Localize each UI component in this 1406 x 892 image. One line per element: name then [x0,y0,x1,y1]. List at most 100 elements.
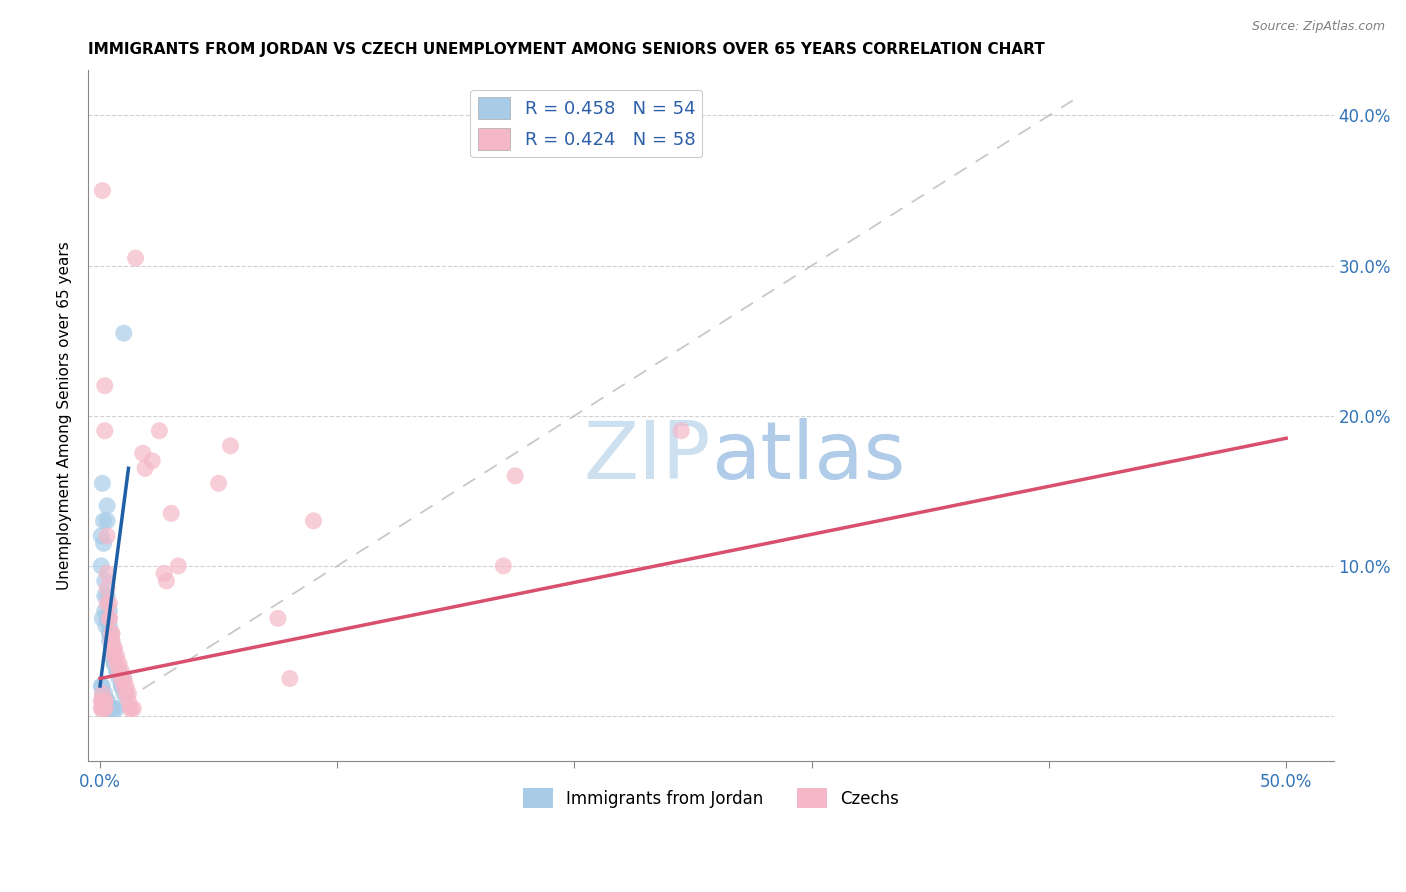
Point [90,701,112,715]
Point [132,446,155,460]
Point [101,701,124,715]
Point [94,424,117,438]
Point [98,701,121,715]
Point [94,619,117,633]
Point [110,679,132,693]
Point [101,641,124,656]
Point [101,626,124,640]
Point [103,648,125,663]
Point [105,648,128,663]
Point [91,184,114,198]
Point [141,454,163,468]
Point [207,476,229,491]
Point [101,634,124,648]
Point [91,694,114,708]
Point [120,701,142,715]
Point [115,686,138,700]
Point [91,701,114,715]
Point [101,626,124,640]
Point [96,611,118,625]
Point [101,648,124,663]
Point [96,582,118,596]
Point [90,558,112,573]
Point [96,499,118,513]
Point [91,611,114,625]
Point [98,619,121,633]
Legend: Immigrants from Jordan, Czechs: Immigrants from Jordan, Czechs [516,781,905,815]
Point [96,694,118,708]
Point [302,514,325,528]
Point [122,701,145,715]
Point [134,461,156,475]
Point [94,694,117,708]
Point [219,439,242,453]
Point [96,514,118,528]
Point [96,589,118,603]
Point [108,664,131,678]
Point [94,694,117,708]
Point [91,701,114,715]
Point [96,701,118,715]
Point [103,641,125,656]
Point [98,611,121,625]
Point [124,251,146,265]
Point [101,634,124,648]
Point [94,589,117,603]
Point [93,514,115,528]
Point [98,611,121,625]
Point [91,686,114,700]
Point [110,679,132,693]
Point [110,664,132,678]
Y-axis label: Unemployment Among Seniors over 65 years: Unemployment Among Seniors over 65 years [58,242,72,591]
Point [112,679,135,693]
Point [155,574,177,588]
Point [267,611,290,625]
Point [98,596,121,610]
Point [105,664,128,678]
Point [98,604,121,618]
Point [103,641,125,656]
Point [108,657,131,671]
Point [98,626,121,640]
Point [112,672,135,686]
Point [103,701,125,715]
Point [108,672,131,686]
Point [105,701,128,715]
Point [101,634,124,648]
Point [112,686,135,700]
Point [110,672,132,686]
Point [94,574,117,588]
Point [117,686,139,700]
Point [91,694,114,708]
Point [96,694,118,708]
Point [492,558,515,573]
Point [103,648,125,663]
Point [105,664,128,678]
Point [90,529,112,543]
Point [93,536,115,550]
Point [94,694,117,708]
Point [94,701,117,715]
Point [91,679,114,693]
Text: atlas: atlas [711,418,905,496]
Point [278,672,301,686]
Point [112,326,135,341]
Point [101,641,124,656]
Point [94,686,117,700]
Point [96,566,118,581]
Point [108,664,131,678]
Point [115,679,138,693]
Point [103,657,125,671]
Point [153,566,176,581]
Text: IMMIGRANTS FROM JORDAN VS CZECH UNEMPLOYMENT AMONG SENIORS OVER 65 YEARS CORRELA: IMMIGRANTS FROM JORDAN VS CZECH UNEMPLOY… [89,42,1045,57]
Point [94,701,117,715]
Point [117,694,139,708]
Point [90,679,112,693]
Point [90,694,112,708]
Point [167,558,190,573]
Point [148,424,170,438]
Point [96,596,118,610]
Point [103,657,125,671]
Point [94,701,117,715]
Point [98,701,121,715]
